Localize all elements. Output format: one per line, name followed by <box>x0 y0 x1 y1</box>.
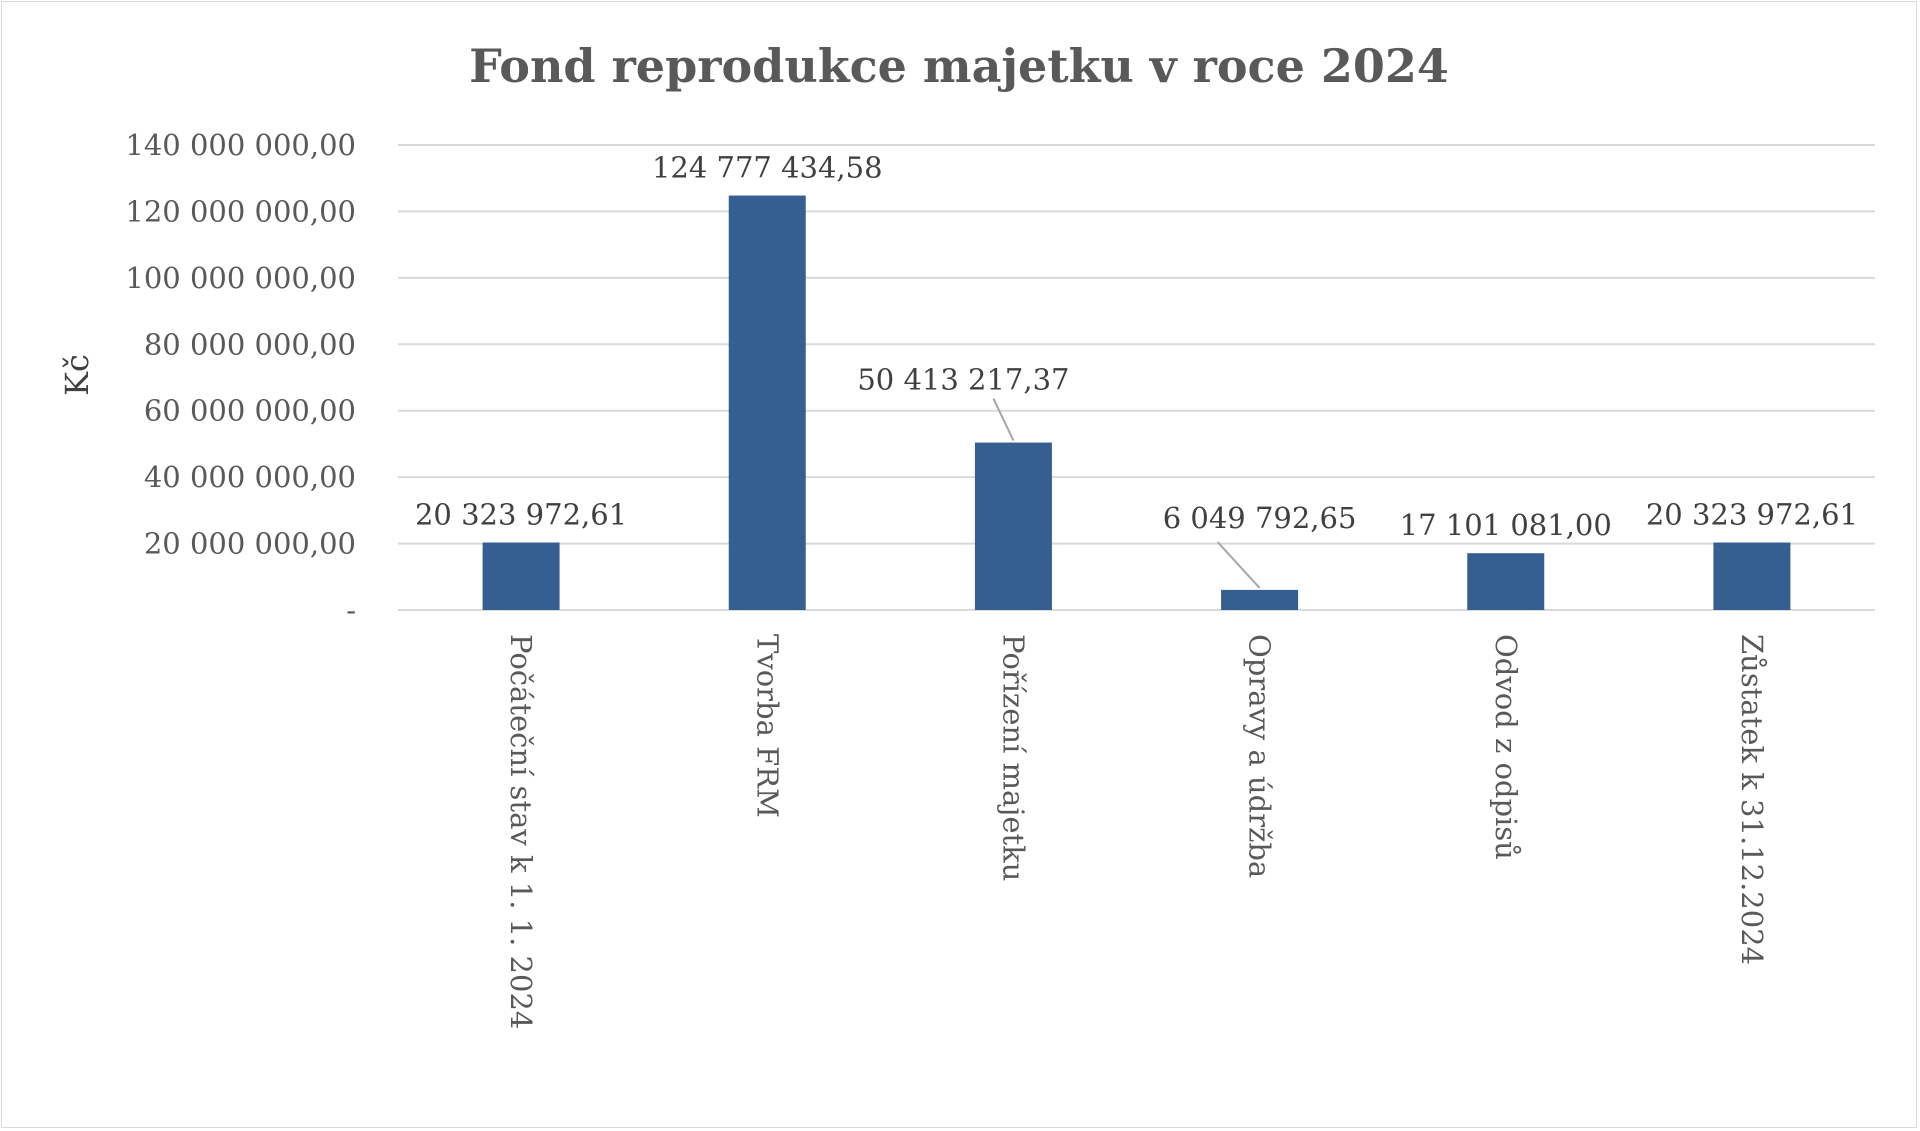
x-category-label: Opravy a údržba <box>1243 634 1277 878</box>
x-category-label: Tvorba FRM <box>750 634 784 818</box>
x-axis-categories: Počáteční stav k 1. 1. 2024 Tvorba FRM Poř… <box>504 634 1769 1029</box>
y-tick-label: 100 000 000,00 <box>125 261 356 295</box>
y-tick-label: 60 000 000,00 <box>144 394 356 428</box>
bar <box>974 442 1052 610</box>
y-tick-label: 80 000 000,00 <box>144 327 356 361</box>
data-label: 20 323 972,61 <box>415 497 627 531</box>
leader-line <box>1216 541 1261 589</box>
data-label: 20 323 972,61 <box>1646 497 1858 531</box>
bar <box>728 195 806 610</box>
data-label: 124 777 434,58 <box>652 151 883 185</box>
leader-line <box>992 398 1015 441</box>
y-axis-label: Kč <box>58 354 96 396</box>
chart-title: Fond reprodukce majetku v roce 2024 <box>469 39 1449 93</box>
gridlines <box>398 144 1875 611</box>
x-category-label: Zůstatek k 31.12.2024 <box>1735 634 1769 965</box>
x-category-label: Počáteční stav k 1. 1. 2024 <box>504 634 538 1029</box>
data-label: 50 413 217,37 <box>857 363 1069 397</box>
y-tick-label: 140 000 000,00 <box>125 128 356 162</box>
y-axis-ticks: - 20 000 000,00 40 000 000,00 60 000 000,00… <box>125 128 356 627</box>
data-label: 17 101 081,00 <box>1400 508 1612 542</box>
bar <box>482 542 560 610</box>
y-tick-label: 20 000 000,00 <box>144 527 356 561</box>
x-category-label: Pořízení majetku <box>996 634 1030 881</box>
x-category-label: Odvod z odpisů <box>1489 634 1523 860</box>
leader-lines <box>992 398 1261 589</box>
bar <box>1713 542 1791 610</box>
y-tick-label: 120 000 000,00 <box>125 194 356 228</box>
data-label: 6 049 792,65 <box>1163 501 1357 535</box>
bar <box>1467 553 1545 610</box>
y-tick-label: - <box>346 593 356 627</box>
data-labels: 20 323 972,61 124 777 434,58 50 413 217,37… <box>415 151 1858 543</box>
bars <box>482 195 1791 610</box>
y-tick-label: 40 000 000,00 <box>144 460 356 494</box>
bar <box>1221 589 1299 610</box>
